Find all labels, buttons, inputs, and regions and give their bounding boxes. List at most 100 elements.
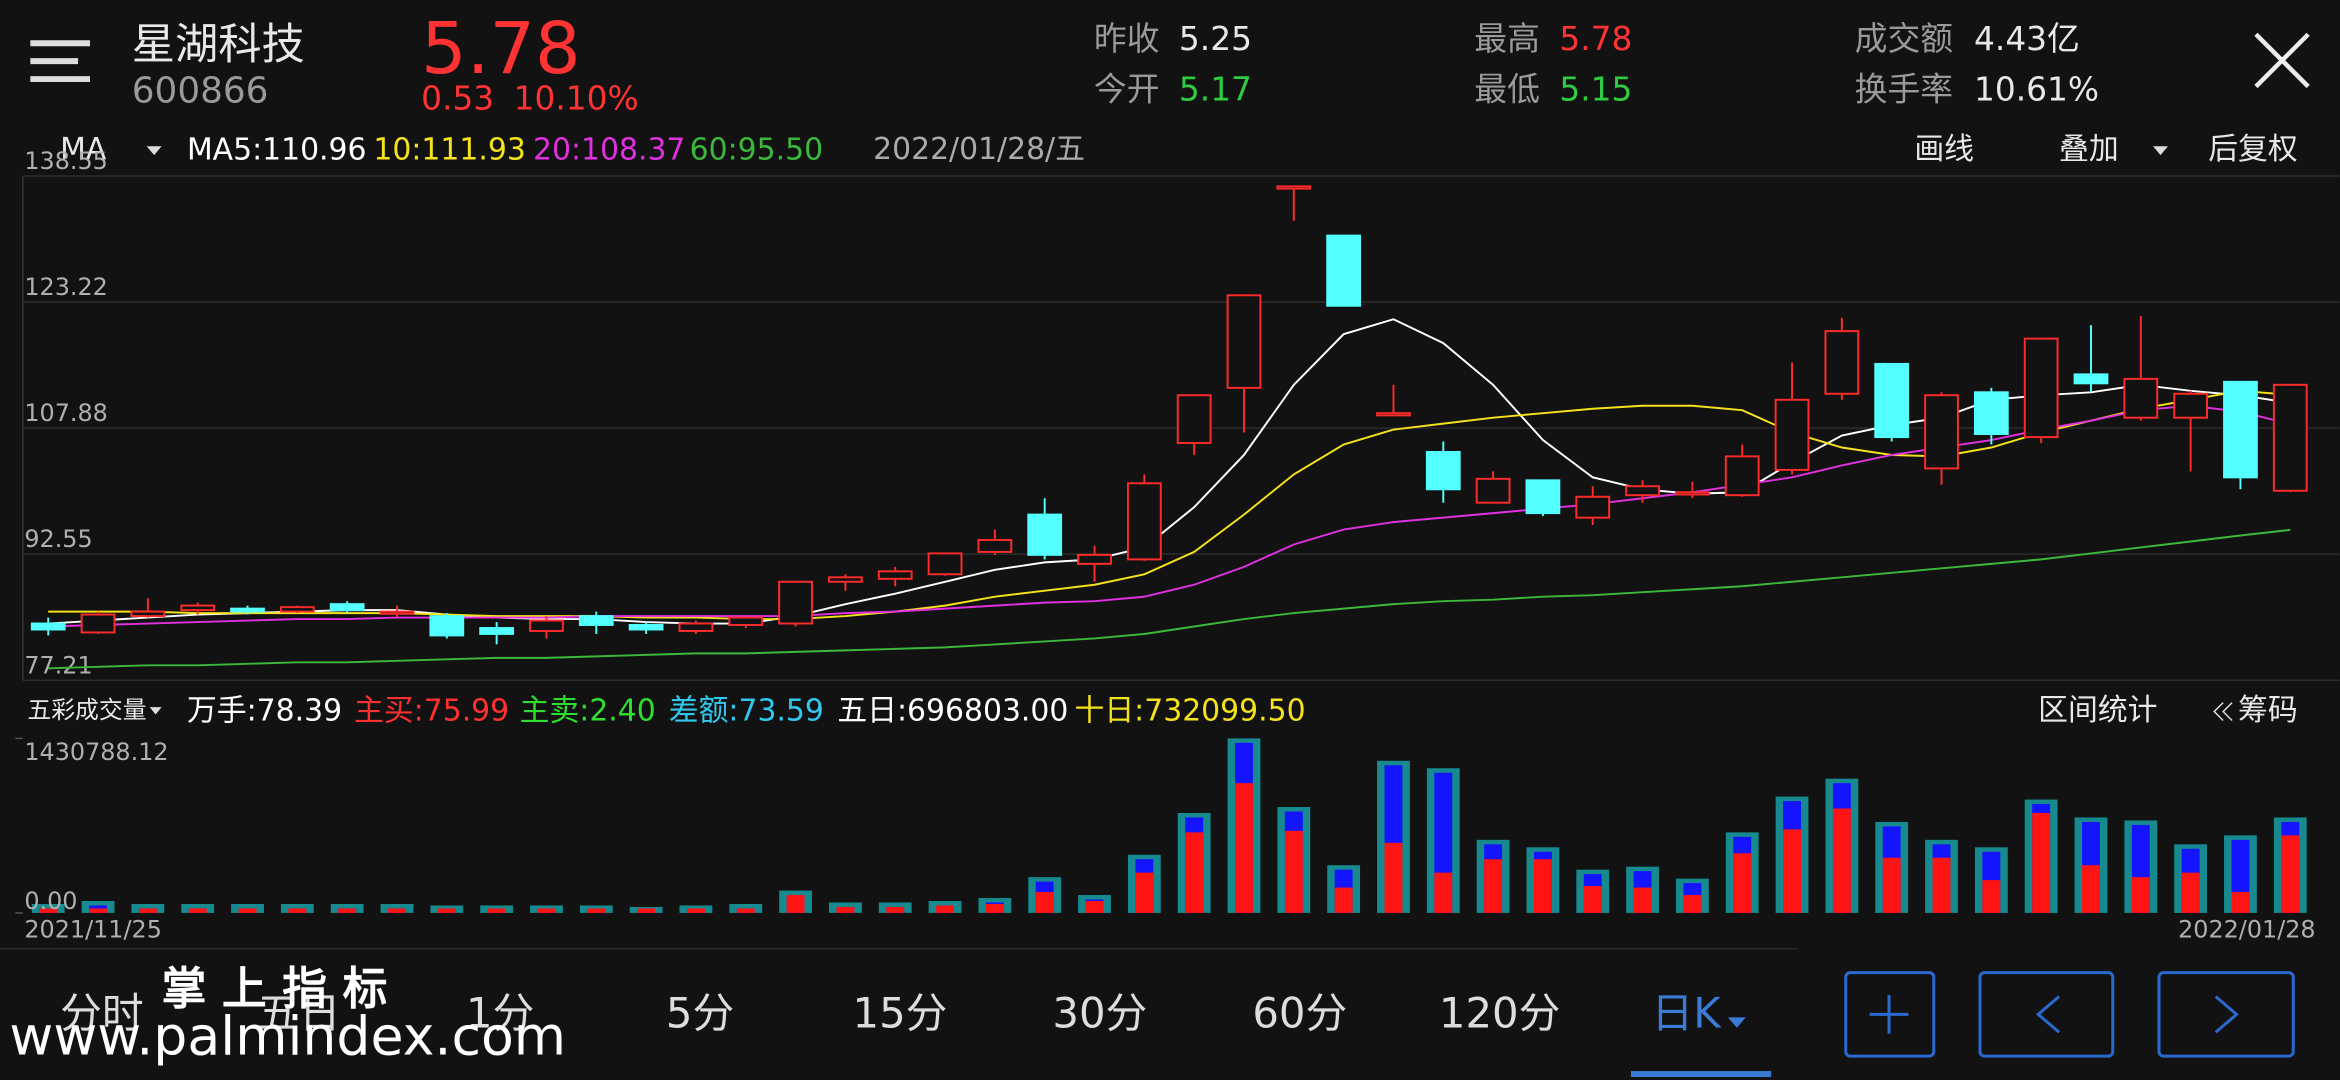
candle-body bbox=[329, 603, 365, 612]
candle-body bbox=[1575, 495, 1611, 519]
candle-body bbox=[1973, 391, 2009, 436]
y-tick-label: 0.00 bbox=[24, 887, 77, 915]
volume-stat: 五日:696803.00 bbox=[837, 693, 1068, 728]
candle-body bbox=[2223, 380, 2258, 479]
ma-label: MA5: bbox=[187, 132, 262, 167]
stat-value: 732099.50 bbox=[1144, 693, 1305, 728]
candle-body bbox=[30, 622, 66, 631]
tool-button[interactable]: 叠加 bbox=[2059, 132, 2119, 167]
volume-buy bbox=[2082, 865, 2100, 913]
candle-body bbox=[1276, 185, 1312, 190]
action-button[interactable]: 筹码 bbox=[2238, 693, 2298, 728]
add-button[interactable] bbox=[1844, 971, 1936, 1058]
ma-legend: 60:95.50 bbox=[690, 132, 823, 167]
stat-value: 5.15 bbox=[1559, 70, 1632, 108]
x-tick-label: 2021/11/25 bbox=[24, 915, 162, 943]
volume-buy bbox=[338, 908, 357, 913]
candle-body bbox=[778, 580, 813, 625]
stat-value: 73.59 bbox=[739, 693, 824, 728]
tab[interactable]: 15分 bbox=[853, 988, 948, 1037]
candle-body bbox=[1525, 479, 1561, 515]
tool-button[interactable]: 画线 bbox=[1914, 132, 1974, 167]
volume-buy bbox=[886, 906, 905, 913]
stat-value: 5.25 bbox=[1179, 20, 1252, 58]
volume-buy bbox=[89, 908, 108, 913]
tab[interactable]: 日K bbox=[1652, 988, 1723, 1037]
ma-label: 20: bbox=[533, 132, 581, 167]
volume-buy bbox=[1733, 853, 1752, 913]
x-tick-label: 2022/01/28 bbox=[2178, 915, 2316, 943]
chevron-icon bbox=[2213, 702, 2233, 722]
candle-body bbox=[1376, 412, 1411, 417]
candle-body bbox=[1475, 477, 1511, 504]
stat-label: 十日: bbox=[1075, 693, 1145, 728]
volume-buy bbox=[2181, 872, 2200, 913]
stock-code: 600866 bbox=[132, 70, 269, 111]
volume-buy bbox=[1982, 880, 2001, 913]
stat-label: 最高 bbox=[1474, 20, 1540, 58]
dropdown-arrow bbox=[2153, 146, 2168, 156]
volume-buy bbox=[138, 908, 157, 913]
candle-body bbox=[2272, 383, 2308, 492]
stat-label: 主卖: bbox=[520, 693, 590, 728]
candle-body bbox=[977, 539, 1013, 553]
candle-body bbox=[628, 624, 664, 631]
tab[interactable]: 1分 bbox=[466, 988, 534, 1037]
dropdown-arrow bbox=[149, 707, 162, 715]
volume-buy bbox=[736, 908, 755, 913]
volume-buy bbox=[1384, 842, 1403, 913]
volume-buy bbox=[1135, 872, 1154, 913]
tab[interactable]: 5分 bbox=[666, 988, 734, 1037]
stat-label: 成交额 bbox=[1855, 20, 1953, 58]
tab[interactable]: 60分 bbox=[1252, 988, 1347, 1037]
dropdown-arrow bbox=[1727, 1017, 1746, 1028]
candle-body bbox=[1425, 450, 1461, 491]
volume-buy bbox=[1484, 859, 1503, 913]
volume-selector[interactable]: 五彩成交量 bbox=[27, 696, 146, 724]
line bbox=[48, 389, 2291, 621]
candle-body bbox=[678, 622, 714, 632]
close-button[interactable] bbox=[2254, 32, 2310, 89]
volume-buy bbox=[288, 908, 307, 913]
change: 0.53 bbox=[421, 79, 494, 117]
candle-body bbox=[80, 613, 116, 634]
tab[interactable]: 30分 bbox=[1052, 988, 1147, 1037]
date: 2022/01/28/五 bbox=[873, 132, 1085, 167]
volume-buy bbox=[1185, 832, 1204, 913]
candle-body bbox=[529, 619, 564, 632]
candle-body bbox=[1774, 398, 1810, 471]
stock-name: 星湖科技 bbox=[132, 20, 305, 70]
y-tick-label: 138.55 bbox=[24, 147, 108, 175]
menu-icon[interactable] bbox=[30, 40, 91, 83]
volume-stat: 主买:75.99 bbox=[354, 693, 509, 728]
volume-buy bbox=[1284, 830, 1303, 913]
candle-body bbox=[2023, 337, 2059, 439]
change-pct: 10.10% bbox=[514, 79, 639, 117]
tool-button[interactable]: 后复权 bbox=[2208, 132, 2297, 167]
action-button[interactable]: 区间统计 bbox=[2038, 693, 2157, 728]
candle-body bbox=[230, 607, 265, 613]
candle-body bbox=[1226, 294, 1262, 389]
tab[interactable]: 分时 bbox=[60, 988, 144, 1037]
prev-button[interactable] bbox=[1978, 971, 2115, 1058]
candle-body bbox=[1176, 394, 1212, 444]
stat-value: 78.39 bbox=[257, 693, 342, 728]
candle-body bbox=[1326, 234, 1362, 307]
volume-buy bbox=[1932, 857, 1951, 913]
indicator-selector[interactable]: MA bbox=[60, 132, 107, 167]
volume-stat: 差额:73.59 bbox=[669, 693, 824, 728]
volume-buy bbox=[1783, 829, 1801, 913]
next-button[interactable] bbox=[2157, 971, 2295, 1058]
candle-body bbox=[180, 604, 216, 612]
tab[interactable]: 120分 bbox=[1439, 988, 1560, 1037]
candle-body bbox=[578, 615, 614, 626]
ma-label: 60: bbox=[690, 132, 738, 167]
tab[interactable]: 五日 bbox=[257, 988, 341, 1037]
volume-buy bbox=[1235, 783, 1253, 913]
volume-buy bbox=[1832, 808, 1851, 913]
stat-label: 差额: bbox=[669, 693, 739, 728]
stat-label: 主买: bbox=[354, 693, 424, 728]
line bbox=[48, 318, 2291, 625]
volume-buy bbox=[985, 903, 1004, 913]
